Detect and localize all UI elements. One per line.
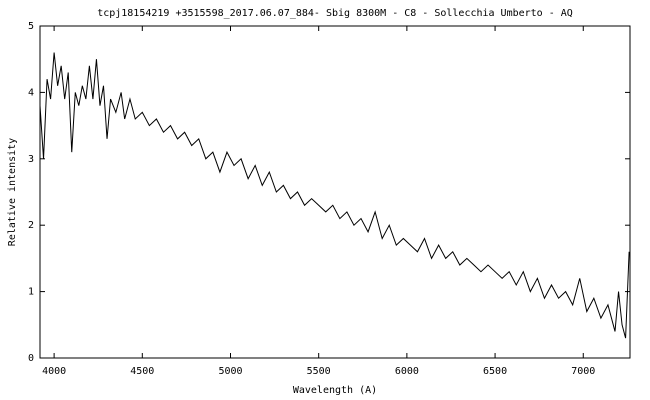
x-tick-label: 5000 <box>218 366 242 377</box>
x-tick-label: 7000 <box>571 366 595 377</box>
x-tick-label: 6000 <box>395 366 419 377</box>
y-tick-label: 4 <box>28 87 34 98</box>
chart-title: tcpj18154219 +3515598_2017.06.07_884- Sb… <box>97 8 573 19</box>
y-tick-label: 1 <box>28 287 34 298</box>
y-tick-label: 5 <box>28 21 34 32</box>
plot-border <box>39 25 631 359</box>
y-axis-label: Relative intensity <box>7 138 18 246</box>
spectrum-line <box>39 52 630 339</box>
x-axis-label: Wavelength (A) <box>293 385 377 396</box>
y-tick-label: 0 <box>28 353 34 364</box>
x-tick-label: 5500 <box>307 366 331 377</box>
x-tick-label: 4500 <box>130 366 154 377</box>
y-tick-label: 3 <box>28 154 34 165</box>
x-tick-label: 4000 <box>42 366 66 377</box>
y-tick-label: 2 <box>28 220 34 231</box>
x-tick-label: 6500 <box>483 366 507 377</box>
